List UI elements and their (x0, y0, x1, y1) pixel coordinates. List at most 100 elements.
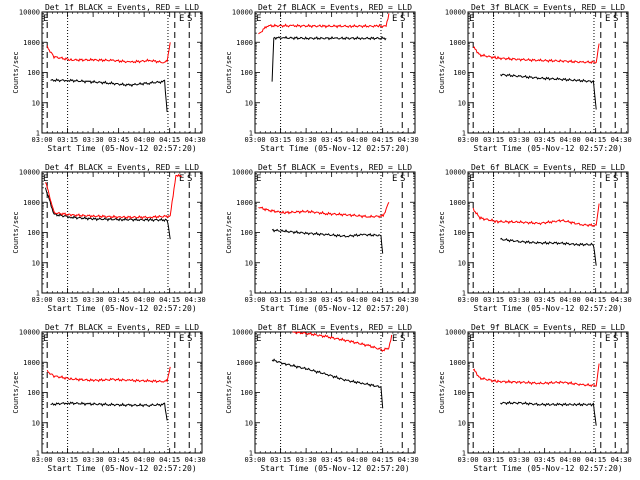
y-tick-label: 10 (32, 259, 40, 267)
x-tick-label: 03:45 (321, 296, 342, 304)
y-axis: 1 10 100 1000 10000 (19, 169, 202, 298)
x-tick-label: 03:30 (83, 136, 104, 144)
time-markers (280, 12, 403, 133)
panel-title: Det 7f BLACK = Events, RED = LLD (45, 323, 199, 332)
y-tick-label: 10000 (19, 169, 40, 177)
segment-label-e: E (605, 334, 610, 344)
y-tick-label: 10 (245, 259, 253, 267)
plot-frame (41, 331, 203, 454)
segment-label-e: E (43, 174, 48, 184)
x-tick-label: 03:15 (483, 456, 504, 464)
x-tick-label: 03:30 (296, 136, 317, 144)
y-tick-label: 100 (240, 229, 253, 237)
x-tick-label: 03:30 (509, 296, 530, 304)
x-tick-label: 03:45 (534, 456, 555, 464)
x-tick-label: 03:00 (32, 456, 53, 464)
x-tick-label: 04:15 (585, 296, 606, 304)
plot-frame (41, 11, 203, 134)
y-tick-label: 10000 (232, 9, 253, 17)
y-tick-label: 1 (462, 290, 466, 298)
y-axis-label: Counts/sec (438, 211, 446, 253)
x-tick-label: 04:30 (398, 136, 419, 144)
y-axis-label: Counts/sec (12, 51, 20, 93)
y-axis-label: Counts/sec (225, 371, 233, 413)
x-tick-label: 04:00 (134, 136, 155, 144)
x-tick-label: 03:15 (57, 456, 78, 464)
panel-title: Det 2f BLACK = Events, RED = LLD (258, 3, 412, 12)
panel-2: Det 2f BLACK = Events, RED = LLD 1 10 100 10… (225, 3, 419, 153)
segment-label-e: E (469, 334, 474, 344)
x-tick-label: 04:15 (585, 136, 606, 144)
y-tick-label: 1 (36, 130, 40, 138)
y-tick-label: 10 (458, 99, 466, 107)
plot-frame (467, 171, 629, 294)
y-axis: 1 10 100 1000 10000 (232, 329, 415, 458)
segment-label-e: E (605, 174, 610, 184)
x-tick-label: 04:15 (372, 136, 393, 144)
y-axis-label: Counts/sec (12, 371, 20, 413)
segment-label-e: E (179, 174, 184, 184)
panel-9: Det 9f BLACK = Events, RED = LLD 1 10 100 10… (438, 323, 632, 473)
segment-label-e: E (469, 174, 474, 184)
panel-5: Det 5f BLACK = Events, RED = LLD 1 10 100 10… (225, 163, 419, 313)
x-tick-label: 04:30 (611, 296, 632, 304)
y-axis-label: Counts/sec (225, 51, 233, 93)
y-tick-label: 10 (458, 419, 466, 427)
events-series-line (500, 237, 597, 266)
segment-label-e: E (392, 334, 397, 344)
lld-series-line (46, 366, 171, 384)
y-tick-label: 1000 (449, 39, 466, 47)
x-tick-label: 04:15 (585, 456, 606, 464)
x-tick-label: 04:15 (159, 296, 180, 304)
y-tick-label: 1 (249, 130, 253, 138)
y-tick-label: 1000 (449, 359, 466, 367)
y-tick-label: 1000 (23, 199, 40, 207)
lld-series-line (258, 202, 390, 219)
segment-label-e: E (392, 14, 397, 24)
segment-label-e: E (43, 14, 48, 24)
x-tick-label: 03:30 (296, 456, 317, 464)
x-tick-label: 03:15 (483, 296, 504, 304)
y-axis: 1 10 100 1000 10000 (19, 329, 202, 458)
x-axis-label: Start Time (05-Nov-12 02:57:20) (473, 304, 622, 313)
x-tick-label: 03:30 (296, 296, 317, 304)
events-series-line (271, 35, 387, 82)
x-tick-label: 04:15 (372, 296, 393, 304)
x-tick-label: 03:15 (270, 136, 291, 144)
x-tick-label: 03:30 (509, 136, 530, 144)
time-markers (46, 12, 190, 133)
lld-series-line (472, 363, 600, 388)
y-axis: 1 10 100 1000 10000 (445, 169, 628, 298)
y-tick-label: 10000 (445, 9, 466, 17)
segment-label-s: S (613, 174, 618, 184)
x-tick-label: 04:00 (560, 296, 581, 304)
y-tick-label: 100 (27, 229, 40, 237)
x-tick-label: 04:15 (372, 456, 393, 464)
x-tick-label: 04:00 (134, 296, 155, 304)
y-axis-label: Counts/sec (438, 51, 446, 93)
y-axis-label: Counts/sec (225, 211, 233, 253)
y-tick-label: 10000 (445, 329, 466, 337)
events-series-line (271, 228, 384, 254)
y-tick-label: 1000 (236, 359, 253, 367)
events-series-line (271, 358, 384, 409)
y-tick-label: 1000 (449, 199, 466, 207)
x-tick-label: 04:00 (560, 456, 581, 464)
segment-label-e: E (392, 174, 397, 184)
x-tick-label: 03:00 (245, 456, 266, 464)
x-tick-label: 03:15 (57, 296, 78, 304)
lld-series-line (472, 43, 600, 65)
y-tick-label: 10 (32, 99, 40, 107)
y-axis: 1 10 100 1000 10000 (445, 329, 628, 458)
y-tick-label: 100 (240, 69, 253, 77)
y-axis-label: Counts/sec (438, 371, 446, 413)
y-tick-label: 1000 (236, 199, 253, 207)
segment-label-e: E (179, 334, 184, 344)
x-tick-label: 03:00 (245, 136, 266, 144)
panel-6: Det 6f BLACK = Events, RED = LLD 1 10 100 10… (438, 163, 632, 313)
x-tick-label: 03:00 (32, 136, 53, 144)
segment-label-e: E (605, 14, 610, 24)
x-tick-label: 03:45 (108, 136, 129, 144)
events-series-line (50, 401, 168, 421)
x-tick-label: 04:00 (347, 136, 368, 144)
